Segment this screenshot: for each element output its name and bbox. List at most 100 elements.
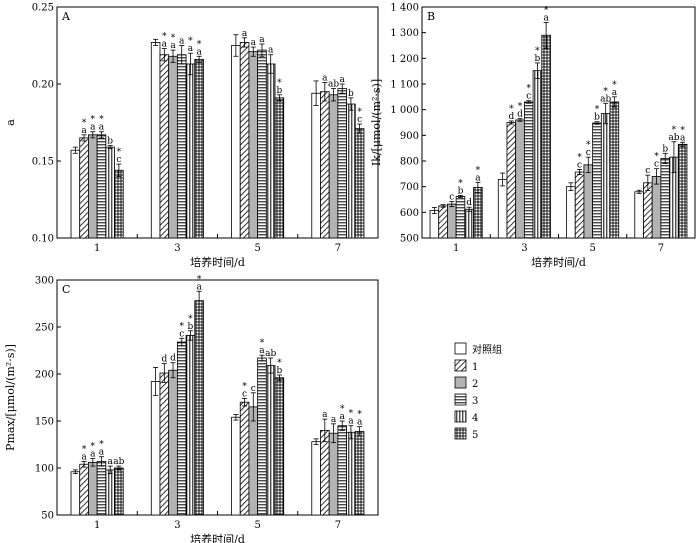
bar [79,137,89,239]
significance-label: b [594,113,600,123]
significance-label: a [188,44,194,54]
bar [346,431,356,516]
bar [248,406,259,516]
significance-label: a [259,346,265,356]
bar [346,103,356,239]
bar [96,134,107,239]
panel-letter: B [427,10,435,23]
bar [574,171,585,239]
significance-label: c [251,384,256,394]
significance-label: a [340,75,346,85]
bar [592,122,602,239]
legend-swatch [454,359,467,372]
significance-label: * [188,314,193,324]
bar [473,187,483,239]
bar [194,300,204,516]
bar [79,463,89,516]
bar [328,94,339,239]
bar [257,49,267,239]
x-tick-label: 3 [174,520,180,531]
bar [105,469,115,516]
panel-letter: C [62,283,70,296]
bar [634,191,644,239]
significance-label: * [117,148,122,158]
significance-label: c [449,193,454,203]
significance-label: * [171,34,176,44]
bar [194,58,204,239]
bar [88,461,98,516]
significance-label: ab [113,457,124,467]
legend-swatch [454,410,467,423]
legend-label: 4 [472,413,478,424]
significance-label: * [197,275,202,285]
x-tick-label: 5 [254,243,260,254]
significance-label: a [107,457,113,467]
y-axis-label: a [4,119,17,126]
significance-label: a [99,123,105,133]
bar [651,175,662,239]
bar [114,169,124,239]
bar [354,430,365,516]
significance-label: * [680,126,685,136]
significance-label: a [90,123,96,133]
y-tick-label: 0.10 [32,234,54,245]
significance-label: * [82,445,87,455]
bar [168,55,178,239]
bar [257,357,267,516]
y-tick-label: 1 100 [390,80,419,91]
bar [114,467,124,516]
significance-label: a [90,450,96,460]
y-tick-label: 800 [400,157,419,168]
significance-label: a [612,88,618,98]
bar [150,42,161,239]
bar [320,429,330,516]
significance-label: a [81,126,87,136]
significance-label: a [179,37,185,47]
x-tick-label: 5 [254,520,260,531]
x-tick-label: 7 [335,520,341,531]
bar [265,63,276,239]
bar [239,42,250,239]
x-tick-label: 1 [94,243,100,254]
bar [541,34,551,239]
bar [438,205,448,239]
legend-swatch [454,342,467,355]
bar [429,210,440,239]
bar [185,63,196,239]
significance-label: * [509,104,514,114]
bar [70,471,81,516]
bar [105,146,115,239]
significance-label: * [612,80,617,90]
significance-label: a [322,73,328,83]
y-tick-label: 0.15 [32,157,54,168]
bar [239,401,250,516]
significance-label: c [179,329,184,339]
y-tick-label: 900 [400,131,419,142]
significance-label: b [662,144,668,154]
significance-label: * [654,152,659,162]
legend-label: 3 [472,396,478,407]
y-tick-label: 150 [35,417,54,428]
y-tick-label: 1 200 [390,54,419,65]
significance-label: * [544,6,549,16]
y-tick-label: 100 [35,464,54,475]
significance-label: a [162,40,168,50]
significance-label: * [99,115,104,125]
significance-label: d [508,112,514,122]
x-tick-label: 1 [453,243,459,254]
y-tick-label: 1 400 [390,3,419,14]
bar [311,441,321,516]
significance-label: c [242,389,247,399]
bar [176,341,187,516]
significance-label: * [277,78,282,88]
significance-label: * [82,118,87,128]
bar [274,377,285,516]
significance-label: * [340,405,345,415]
significance-label: d [517,110,523,120]
significance-label: a [196,47,202,57]
legend-swatch [454,393,467,406]
y-axis-label: Ik/[μmol/(m²·s)] [370,79,383,166]
legend-swatch [454,427,467,440]
bar [583,164,594,239]
significance-label: * [603,87,608,97]
